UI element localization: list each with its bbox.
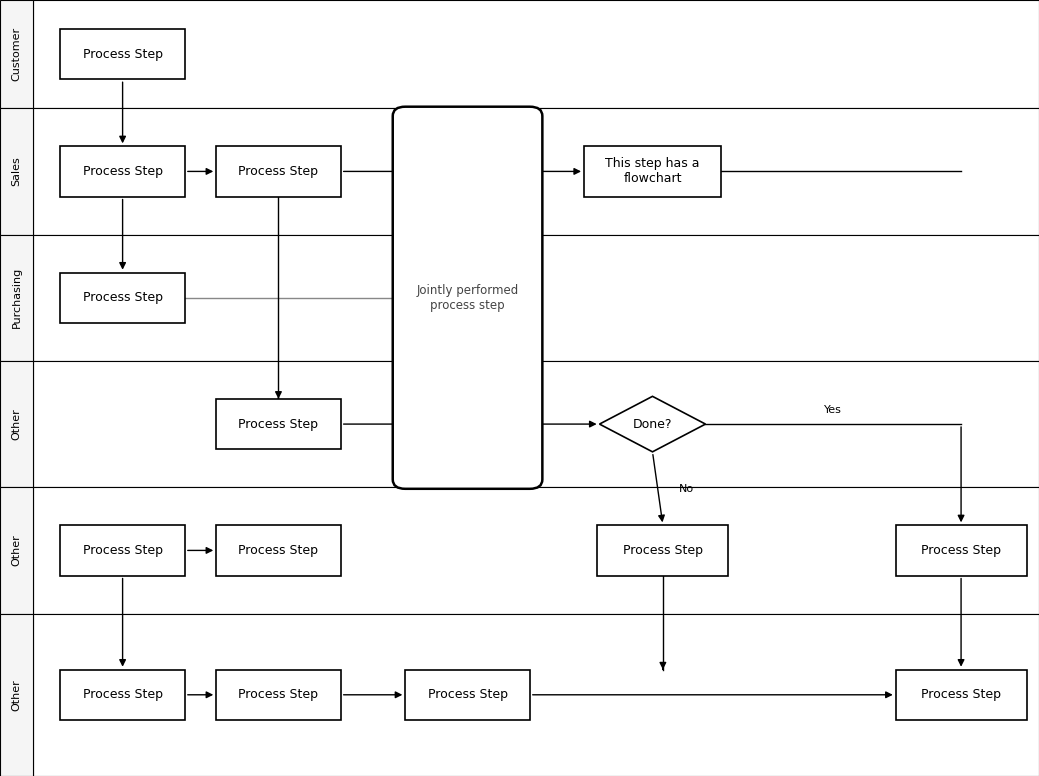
Text: Process Step: Process Step <box>922 544 1001 557</box>
FancyBboxPatch shape <box>896 525 1027 576</box>
Text: Process Step: Process Step <box>239 544 318 557</box>
FancyBboxPatch shape <box>597 525 728 576</box>
Text: Purchasing: Purchasing <box>11 267 22 328</box>
Text: Other: Other <box>11 679 22 711</box>
Bar <box>33 487 1039 614</box>
Text: Process Step: Process Step <box>83 47 162 61</box>
Text: Process Step: Process Step <box>83 165 162 178</box>
Bar <box>0 614 33 776</box>
FancyBboxPatch shape <box>60 29 185 79</box>
Bar <box>33 108 1039 234</box>
FancyBboxPatch shape <box>216 670 341 720</box>
Text: Process Step: Process Step <box>239 165 318 178</box>
Text: Process Step: Process Step <box>239 417 318 431</box>
FancyBboxPatch shape <box>216 146 341 196</box>
FancyBboxPatch shape <box>393 106 542 489</box>
Text: Other: Other <box>11 408 22 440</box>
Bar <box>33 361 1039 487</box>
Text: This step has a
flowchart: This step has a flowchart <box>606 158 699 185</box>
Bar <box>0 487 33 614</box>
Text: Process Step: Process Step <box>922 688 1001 702</box>
Text: Process Step: Process Step <box>83 544 162 557</box>
Text: Customer: Customer <box>11 27 22 81</box>
Text: Yes: Yes <box>824 405 843 415</box>
Bar <box>33 234 1039 361</box>
Text: Process Step: Process Step <box>83 688 162 702</box>
Bar <box>0 108 33 234</box>
Text: Other: Other <box>11 535 22 566</box>
Bar <box>0 361 33 487</box>
FancyBboxPatch shape <box>60 272 185 323</box>
Text: Process Step: Process Step <box>239 688 318 702</box>
Bar <box>33 0 1039 108</box>
Text: No: No <box>678 483 694 494</box>
FancyBboxPatch shape <box>60 525 185 576</box>
Bar <box>0 234 33 361</box>
FancyBboxPatch shape <box>896 670 1027 720</box>
Text: Process Step: Process Step <box>428 688 507 702</box>
Bar <box>0 0 33 108</box>
Polygon shape <box>600 397 705 452</box>
Text: Sales: Sales <box>11 157 22 186</box>
FancyBboxPatch shape <box>60 670 185 720</box>
Bar <box>33 614 1039 776</box>
FancyBboxPatch shape <box>584 146 721 196</box>
Text: Process Step: Process Step <box>83 291 162 304</box>
Text: Jointly performed
process step: Jointly performed process step <box>417 284 518 312</box>
Text: Process Step: Process Step <box>623 544 702 557</box>
FancyBboxPatch shape <box>405 670 530 720</box>
FancyBboxPatch shape <box>216 399 341 449</box>
Text: Done?: Done? <box>633 417 672 431</box>
FancyBboxPatch shape <box>216 525 341 576</box>
FancyBboxPatch shape <box>60 146 185 196</box>
